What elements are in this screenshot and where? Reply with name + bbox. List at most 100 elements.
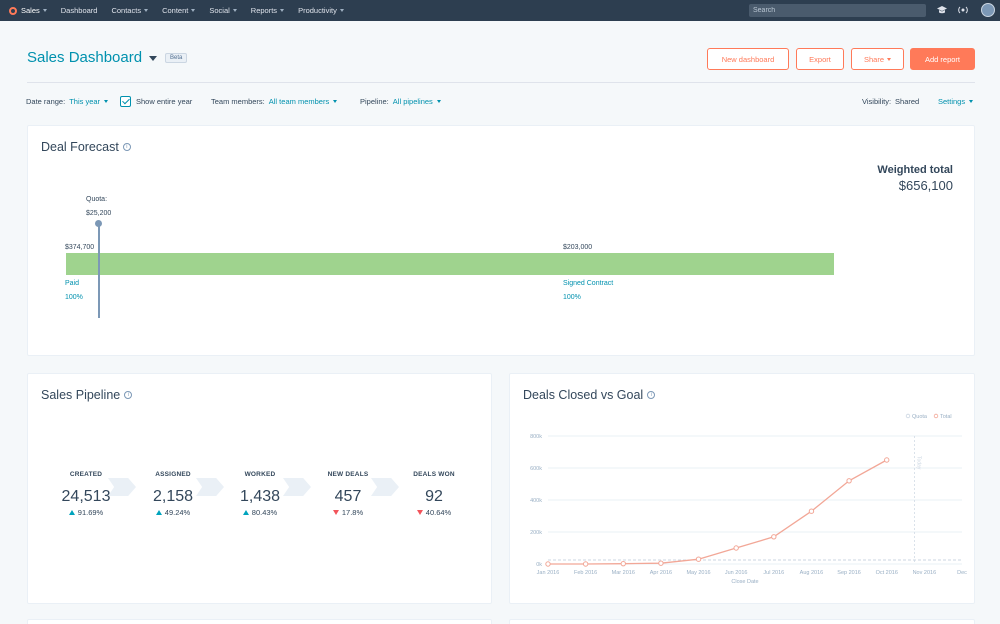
weighted-total-label: Weighted total xyxy=(877,164,953,176)
x-tick-label: Jul 2016 xyxy=(763,570,784,576)
chevron-down-icon xyxy=(232,9,237,12)
export-button[interactable]: Export xyxy=(796,48,844,70)
stage-change-value: 91.69% xyxy=(77,508,104,517)
info-icon[interactable]: i xyxy=(122,143,131,151)
quota-marker-dot[interactable] xyxy=(95,220,102,227)
chevron-down-icon xyxy=(339,9,344,12)
date-range-label: Date range: xyxy=(26,97,66,106)
nav-item-social[interactable]: Social xyxy=(209,6,237,15)
pipeline-value: All pipelines xyxy=(392,97,433,106)
stage-change-value: 17.8% xyxy=(341,508,364,517)
x-tick-label: Dec xyxy=(957,570,967,576)
forecast-bar[interactable] xyxy=(66,253,834,275)
chevron-down-icon xyxy=(969,100,974,103)
pipeline-stage-new-deals[interactable]: NEW DEALS 457 17.8% xyxy=(308,471,388,517)
nav-label: Social xyxy=(209,6,230,15)
nav-item-reports[interactable]: Reports xyxy=(251,6,285,15)
stage-label: DEALS WON xyxy=(413,471,455,478)
card-title-text: Sales Pipeline xyxy=(41,388,121,402)
quota-label: Quota: xyxy=(86,196,108,203)
pipeline-stage-created[interactable]: CREATED 24,513 91.69% xyxy=(46,471,126,517)
chevron-down-icon xyxy=(887,57,891,61)
stage-arrow xyxy=(283,478,311,496)
segment-amount: $203,000 xyxy=(563,244,593,251)
pipeline-filter: Pipeline: All pipelines xyxy=(360,97,441,106)
settings-label: Settings xyxy=(938,97,966,106)
series-line-total xyxy=(548,459,888,565)
stage-change-value: 49.24% xyxy=(164,508,191,517)
chevron-down-icon xyxy=(42,9,47,12)
hubspot-logo-icon xyxy=(9,6,17,15)
add-report-button[interactable]: Add report xyxy=(910,48,975,70)
x-tick-label: Sep 2016 xyxy=(837,570,861,576)
settings-link[interactable]: Settings xyxy=(938,97,974,106)
stage-change: 17.8% xyxy=(308,508,388,517)
x-tick-label: May 2016 xyxy=(686,570,710,576)
avatar[interactable] xyxy=(981,3,995,17)
pipeline-stage-deals-won[interactable]: DEALS WON 92 40.64% xyxy=(394,471,474,517)
team-members-label: Team members: xyxy=(211,97,265,106)
x-tick-label: Jun 2016 xyxy=(725,570,748,576)
deals-closed-chart[interactable]: 0k 200k 400k 600k 800k Jan 2016 Feb 2016 Mar 20… xyxy=(510,374,976,605)
legend-label: Quota xyxy=(912,414,928,420)
x-tick-label: Aug 2016 xyxy=(800,570,824,576)
next-card xyxy=(27,619,492,624)
page-title-text: Sales Dashboard xyxy=(27,49,143,66)
info-icon[interactable]: i xyxy=(124,391,133,399)
stage-value: 24,513 xyxy=(61,488,111,505)
show-entire-year-checkbox[interactable] xyxy=(120,96,131,107)
beta-badge: Beta xyxy=(165,53,188,63)
data-point xyxy=(658,560,664,566)
segment-amount: $374,700 xyxy=(65,244,95,251)
show-entire-year-toggle[interactable]: Show entire year xyxy=(120,96,192,107)
data-point xyxy=(695,556,702,562)
pipeline-dropdown[interactable]: All pipelines xyxy=(393,97,441,106)
arrow-up-icon xyxy=(155,510,162,515)
stage-arrow xyxy=(196,478,224,496)
stage-label: NEW DEALS xyxy=(327,471,369,478)
nav-label: Productivity xyxy=(298,6,337,15)
brand-menu[interactable]: Sales xyxy=(9,6,47,15)
team-members-value: All team members xyxy=(268,97,330,106)
share-button[interactable]: Share xyxy=(851,48,904,70)
stage-value: 92 xyxy=(425,488,443,505)
stage-value: 2,158 xyxy=(152,488,194,505)
graduation-cap-icon[interactable] xyxy=(935,4,948,17)
data-point xyxy=(545,561,551,567)
legend-marker xyxy=(905,413,911,419)
segment-name-link[interactable]: Signed Contract xyxy=(563,280,614,287)
card-title: Deals Closed vs Goal i xyxy=(523,388,656,402)
next-card xyxy=(509,619,975,624)
date-range-filter: Date range: This year xyxy=(26,97,109,106)
y-tick-label: 800k xyxy=(530,434,542,440)
settings-dropdown[interactable]: Settings xyxy=(938,97,974,106)
pipeline-stage-worked[interactable]: WORKED 1,438 80.43% xyxy=(220,471,300,517)
page-title[interactable]: Sales Dashboard xyxy=(27,49,158,66)
legend-label: Total xyxy=(940,414,952,420)
team-members-dropdown[interactable]: All team members xyxy=(268,97,338,106)
search-input[interactable] xyxy=(749,4,926,17)
date-range-dropdown[interactable]: This year xyxy=(69,97,109,106)
nav-item-content[interactable]: Content xyxy=(162,6,196,15)
nav-item-productivity[interactable]: Productivity xyxy=(298,6,344,15)
stage-change: 49.24% xyxy=(133,508,213,517)
chevron-down-icon xyxy=(149,56,158,61)
chevron-down-icon xyxy=(104,100,109,103)
x-tick-label: Mar 2016 xyxy=(612,570,635,576)
info-icon[interactable]: i xyxy=(647,391,656,399)
nav-label: Content xyxy=(162,6,189,15)
stage-label: WORKED xyxy=(244,471,276,478)
nav-item-dashboard[interactable]: Dashboard xyxy=(61,6,98,15)
segment-name-link[interactable]: Paid xyxy=(65,280,80,287)
pipeline-stage-assigned[interactable]: ASSIGNED 2,158 49.24% xyxy=(133,471,213,517)
y-tick-label: 0k xyxy=(536,562,542,568)
new-dashboard-button[interactable]: New dashboard xyxy=(707,48,789,70)
nav-item-contacts[interactable]: Contacts xyxy=(111,6,149,15)
chevron-down-icon xyxy=(436,100,441,103)
broadcast-icon[interactable] xyxy=(956,4,969,17)
x-tick-label: Apr 2016 xyxy=(650,570,672,576)
stage-value: 457 xyxy=(334,488,362,505)
arrow-up-icon xyxy=(242,510,249,515)
quota-value: $25,200 xyxy=(86,210,112,217)
date-range-value: This year xyxy=(69,97,101,106)
